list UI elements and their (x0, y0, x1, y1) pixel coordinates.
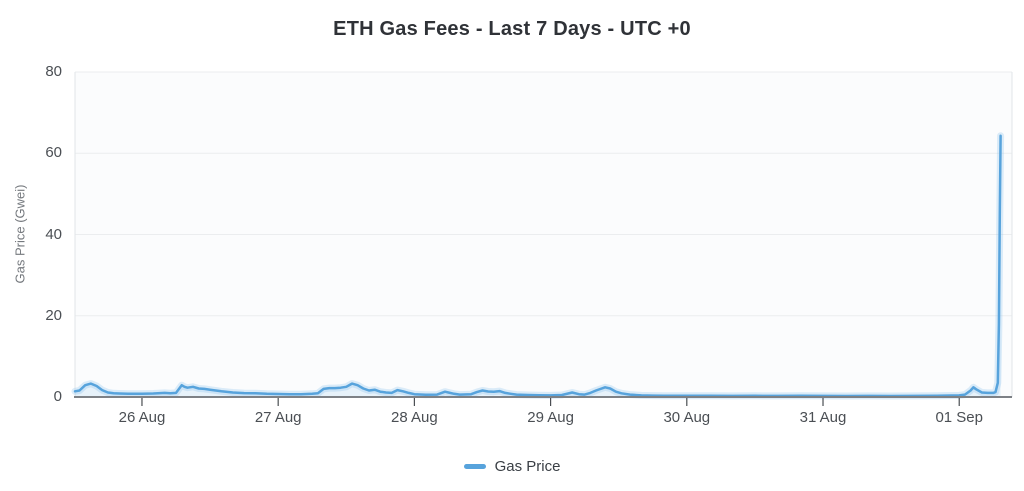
x-tick-label-30-aug: 30 Aug (663, 409, 711, 426)
y-tick-label-20: 20 (45, 306, 62, 324)
gas-price-line (73, 134, 1002, 398)
y-tick-label-60: 60 (45, 144, 62, 162)
x-tick-label-27-aug: 27 Aug (254, 409, 302, 426)
x-tick-label-29-aug: 29 Aug (527, 409, 574, 426)
chart-legend: Gas Price (0, 458, 1024, 475)
y-tick-label-80: 80 (45, 63, 62, 80)
y-tick-label-40: 40 (45, 225, 62, 243)
legend-label: Gas Price (494, 458, 561, 475)
y-tick-label-0: 0 (53, 388, 62, 405)
x-tick-label-26-aug: 26 Aug (118, 409, 166, 426)
gas-price-line-swatch-icon (463, 464, 486, 469)
x-tick-label-31-aug: 31 Aug (799, 409, 847, 426)
x-tick-label-01-sep: 01 Sep (935, 409, 983, 426)
legend-item-gas-price[interactable]: Gas Price (463, 458, 561, 475)
x-tick-label-28-aug: 28 Aug (391, 409, 438, 426)
chart-title: ETH Gas Fees - Last 7 Days - UTC +0 (333, 18, 691, 40)
